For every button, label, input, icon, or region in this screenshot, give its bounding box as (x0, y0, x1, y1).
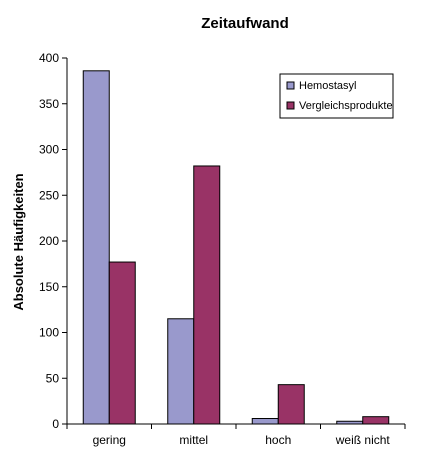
y-tick-label: 350 (39, 97, 59, 111)
x-tick-label: mittel (179, 433, 208, 447)
y-ticks: 0 50 100 150 200 250 300 350 400 (39, 51, 67, 431)
legend: Hemostasyl Vergleichsprodukte (279, 73, 394, 119)
y-tick-label: 0 (52, 417, 59, 431)
legend-swatch (286, 81, 295, 90)
bar-vergleichsprodukte-3 (362, 416, 390, 425)
y-tick-label: 50 (46, 371, 60, 385)
bar-vergleichsprodukte-2 (277, 384, 305, 425)
y-tick-label: 100 (39, 326, 59, 340)
y-tick-label: 250 (39, 188, 59, 202)
y-tick-label: 300 (39, 143, 59, 157)
y-axis-label: Absolute Häufigkeiten (11, 173, 26, 310)
x-tick-label: hoch (265, 433, 291, 447)
bar-hemostasyl-1 (167, 318, 195, 425)
y-tick-label: 400 (39, 51, 59, 65)
y-tick-label: 200 (39, 234, 59, 248)
legend-label: Vergleichsprodukte (299, 100, 393, 112)
legend-swatch (286, 101, 295, 110)
bar-vergleichsprodukte-1 (193, 165, 221, 425)
legend-box (279, 73, 394, 119)
bar-hemostasyl-3 (336, 420, 364, 425)
legend-label: Hemostasyl (299, 80, 356, 92)
x-tick-label: weiß nicht (335, 433, 391, 447)
chart-title: Zeitaufwand (201, 15, 289, 32)
bars (82, 70, 390, 425)
bar-vergleichsprodukte-0 (108, 261, 136, 425)
bar-hemostasyl-0 (82, 70, 110, 425)
x-tick-label: gering (93, 433, 126, 447)
x-ticks (66, 424, 406, 429)
bar-hemostasyl-2 (251, 418, 279, 425)
category-labels: gering mittel hoch weiß nicht (93, 433, 391, 447)
y-tick-label: 150 (39, 280, 59, 294)
